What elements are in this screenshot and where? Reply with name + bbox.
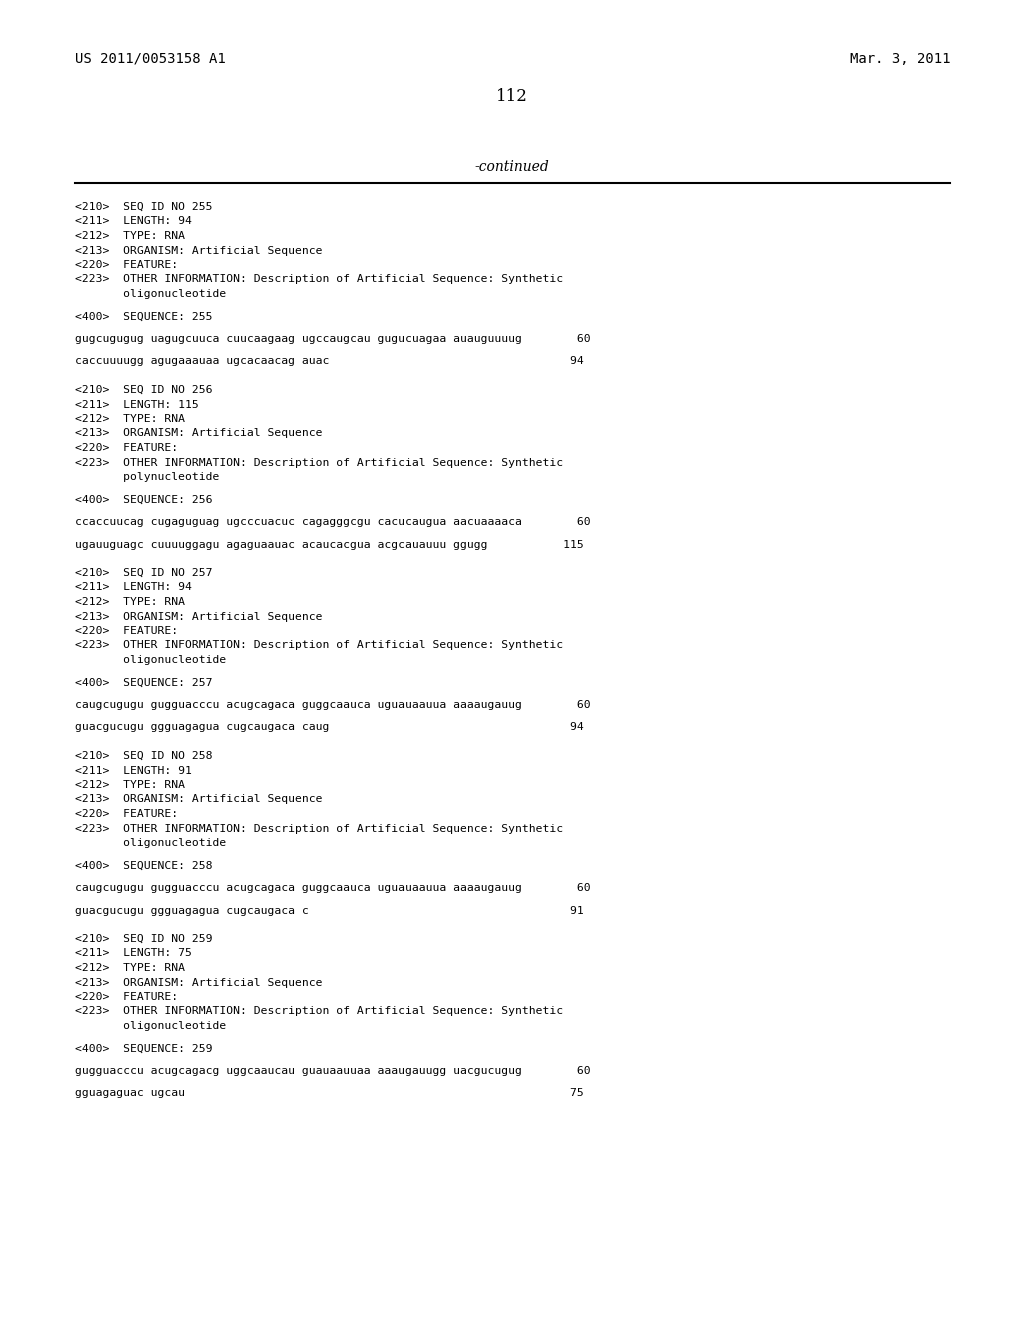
Text: gugcugugug uagugcuuca cuucaagaag ugccaugcau gugucuagaa auauguuuug        60: gugcugugug uagugcuuca cuucaagaag ugccaug… [75,334,591,345]
Text: US 2011/0053158 A1: US 2011/0053158 A1 [75,51,225,66]
Text: caugcugugu gugguacccu acugcagaca guggcaauca uguauaauua aaaaugauug        60: caugcugugu gugguacccu acugcagaca guggcaa… [75,883,591,894]
Text: <210>  SEQ ID NO 255: <210> SEQ ID NO 255 [75,202,213,213]
Text: <223>  OTHER INFORMATION: Description of Artificial Sequence: Synthetic: <223> OTHER INFORMATION: Description of … [75,458,563,467]
Text: <210>  SEQ ID NO 257: <210> SEQ ID NO 257 [75,568,213,578]
Text: <220>  FEATURE:: <220> FEATURE: [75,809,178,818]
Text: <213>  ORGANISM: Artificial Sequence: <213> ORGANISM: Artificial Sequence [75,795,323,804]
Text: <212>  TYPE: RNA: <212> TYPE: RNA [75,414,185,424]
Text: <220>  FEATURE:: <220> FEATURE: [75,993,178,1002]
Text: <400>  SEQUENCE: 257: <400> SEQUENCE: 257 [75,677,213,688]
Text: <223>  OTHER INFORMATION: Description of Artificial Sequence: Synthetic: <223> OTHER INFORMATION: Description of … [75,1006,563,1016]
Text: <400>  SEQUENCE: 255: <400> SEQUENCE: 255 [75,312,213,322]
Text: oligonucleotide: oligonucleotide [75,289,226,300]
Text: 112: 112 [496,88,528,106]
Text: <213>  ORGANISM: Artificial Sequence: <213> ORGANISM: Artificial Sequence [75,246,323,256]
Text: <400>  SEQUENCE: 256: <400> SEQUENCE: 256 [75,495,213,504]
Text: <213>  ORGANISM: Artificial Sequence: <213> ORGANISM: Artificial Sequence [75,429,323,438]
Text: gguagaguac ugcau                                                        75: gguagaguac ugcau 75 [75,1089,584,1098]
Text: guacgucugu ggguagagua cugcaugaca caug                                   94: guacgucugu ggguagagua cugcaugaca caug 94 [75,722,584,733]
Text: polynucleotide: polynucleotide [75,473,219,482]
Text: <212>  TYPE: RNA: <212> TYPE: RNA [75,597,185,607]
Text: <211>  LENGTH: 115: <211> LENGTH: 115 [75,400,199,409]
Text: Mar. 3, 2011: Mar. 3, 2011 [850,51,950,66]
Text: <400>  SEQUENCE: 258: <400> SEQUENCE: 258 [75,861,213,870]
Text: <220>  FEATURE:: <220> FEATURE: [75,626,178,636]
Text: <211>  LENGTH: 91: <211> LENGTH: 91 [75,766,191,776]
Text: caugcugugu gugguacccu acugcagaca guggcaauca uguauaauua aaaaugauug        60: caugcugugu gugguacccu acugcagaca guggcaa… [75,700,591,710]
Text: oligonucleotide: oligonucleotide [75,655,226,665]
Text: <211>  LENGTH: 94: <211> LENGTH: 94 [75,582,191,593]
Text: <223>  OTHER INFORMATION: Description of Artificial Sequence: Synthetic: <223> OTHER INFORMATION: Description of … [75,275,563,285]
Text: caccuuuugg agugaaauaa ugcacaacag auac                                   94: caccuuuugg agugaaauaa ugcacaacag auac 94 [75,356,584,367]
Text: ccaccuucag cugaguguag ugcccuacuc cagagggcgu cacucaugua aacuaaaaca        60: ccaccuucag cugaguguag ugcccuacuc cagaggg… [75,517,591,527]
Text: -continued: -continued [475,160,549,174]
Text: <220>  FEATURE:: <220> FEATURE: [75,260,178,271]
Text: ugauuguagc cuuuuggagu agaguaauac acaucacgua acgcauauuu ggugg           115: ugauuguagc cuuuuggagu agaguaauac acaucac… [75,540,584,549]
Text: <213>  ORGANISM: Artificial Sequence: <213> ORGANISM: Artificial Sequence [75,611,323,622]
Text: <400>  SEQUENCE: 259: <400> SEQUENCE: 259 [75,1044,213,1053]
Text: <212>  TYPE: RNA: <212> TYPE: RNA [75,964,185,973]
Text: <213>  ORGANISM: Artificial Sequence: <213> ORGANISM: Artificial Sequence [75,978,323,987]
Text: gugguacccu acugcagacg uggcaaucau guauaauuaa aaaugauugg uacgucugug        60: gugguacccu acugcagacg uggcaaucau guauaau… [75,1067,591,1076]
Text: <211>  LENGTH: 75: <211> LENGTH: 75 [75,949,191,958]
Text: <212>  TYPE: RNA: <212> TYPE: RNA [75,231,185,242]
Text: <210>  SEQ ID NO 258: <210> SEQ ID NO 258 [75,751,213,762]
Text: <212>  TYPE: RNA: <212> TYPE: RNA [75,780,185,789]
Text: oligonucleotide: oligonucleotide [75,838,226,847]
Text: <220>  FEATURE:: <220> FEATURE: [75,444,178,453]
Text: guacgucugu ggguagagua cugcaugaca c                                      91: guacgucugu ggguagagua cugcaugaca c 91 [75,906,584,916]
Text: <210>  SEQ ID NO 259: <210> SEQ ID NO 259 [75,935,213,944]
Text: <211>  LENGTH: 94: <211> LENGTH: 94 [75,216,191,227]
Text: <223>  OTHER INFORMATION: Description of Artificial Sequence: Synthetic: <223> OTHER INFORMATION: Description of … [75,640,563,651]
Text: <210>  SEQ ID NO 256: <210> SEQ ID NO 256 [75,385,213,395]
Text: <223>  OTHER INFORMATION: Description of Artificial Sequence: Synthetic: <223> OTHER INFORMATION: Description of … [75,824,563,833]
Text: oligonucleotide: oligonucleotide [75,1020,226,1031]
